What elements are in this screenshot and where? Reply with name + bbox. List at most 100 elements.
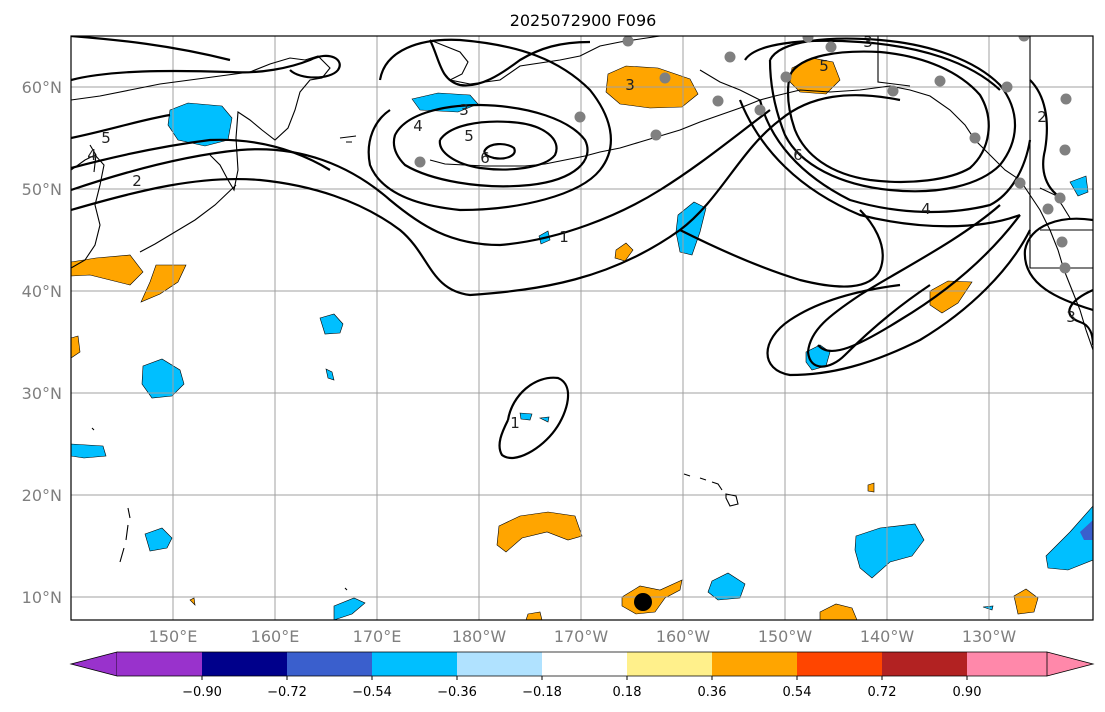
blue-area (1080, 520, 1093, 540)
coastline-aleutians (429, 155, 586, 167)
colorbar-label: 0.72 (868, 685, 897, 700)
colorbar-segment (542, 652, 627, 676)
colorbar-label: −0.18 (522, 685, 562, 700)
colorbar-segment (372, 652, 457, 676)
lat-label: 20°N (22, 486, 62, 505)
colorbar-label: −0.90 (182, 685, 222, 700)
cyan-area (854, 523, 925, 579)
cyan-area (325, 368, 335, 381)
contour-line (679, 209, 884, 288)
contour-label: 5 (819, 57, 829, 75)
orange-area (867, 482, 875, 493)
colorbar-left-arrow (69, 651, 118, 677)
orange-area (525, 611, 543, 620)
contour-label: 2 (1037, 108, 1047, 126)
contour-label: 3 (625, 76, 635, 94)
orange-area (496, 511, 583, 553)
contour-line (806, 204, 1001, 368)
contour-label: 4 (921, 200, 931, 218)
colorbar-segment (712, 652, 797, 676)
contour-label: 4 (87, 146, 97, 164)
colorbar-segment (457, 652, 542, 676)
lon-label: 150°E (149, 627, 198, 646)
lat-label: 40°N (22, 282, 62, 301)
contour-label: 5 (464, 127, 474, 145)
cyan-area (319, 313, 344, 335)
lat-label: 60°N (22, 78, 62, 97)
graticule (71, 36, 1093, 620)
contour-label: 6 (480, 149, 490, 167)
station-dot (1060, 93, 1072, 105)
cyan-area (333, 597, 366, 620)
contour-label: 3 (459, 101, 469, 119)
station-dot (414, 156, 426, 168)
contour-line (817, 214, 1021, 353)
contour-label: 4 (413, 117, 423, 135)
colorbar-right-arrow (1046, 651, 1095, 677)
colorbar-label: 0.36 (698, 685, 727, 700)
lon-label: 170°W (554, 627, 609, 646)
orange-area (140, 264, 187, 303)
longitude-labels: 150°E 160°E 170°E 180°W 170°W 160°W 150°… (149, 627, 1017, 646)
colorbar-label: 0.90 (953, 685, 982, 700)
station-dot (1059, 144, 1071, 156)
cyan-area (707, 572, 746, 601)
colorbar-label: −0.36 (437, 685, 477, 700)
contour-line (71, 109, 771, 247)
coastline-nw-america (1019, 179, 1093, 351)
orange-area (819, 603, 858, 620)
colorbar-segment (117, 652, 202, 676)
lat-label: 30°N (22, 384, 62, 403)
colorbar-label: 0.54 (783, 685, 812, 700)
orange-area (71, 335, 81, 359)
contour-label: 3 (1066, 308, 1076, 326)
colorbar-label: 0.18 (613, 685, 642, 700)
coastlines (71, 36, 1093, 591)
station-dot (622, 36, 634, 47)
station-markers (414, 36, 1072, 274)
contour-label: 3 (863, 33, 873, 51)
colorbar-segment (797, 652, 882, 676)
contour-line (766, 229, 1031, 377)
coastline-kurils (139, 184, 237, 253)
station-dot (969, 132, 981, 144)
colorbar-segment (882, 652, 967, 676)
contour-line (1023, 217, 1093, 312)
lat-label: 50°N (22, 180, 62, 199)
lon-label: 160°E (251, 627, 300, 646)
contour-line (71, 113, 171, 140)
station-dot (1059, 262, 1071, 274)
contour-line (71, 138, 331, 171)
map-content: 5 4 2 4 3 5 6 1 1 3 6 4 2 3 5 3 (71, 33, 1093, 620)
cyan-area (519, 412, 533, 421)
colorbar-segment (202, 652, 287, 676)
coastline-marianas (119, 507, 131, 563)
contour-line (786, 50, 990, 184)
lat-label: 10°N (22, 588, 62, 607)
lon-label: 140°W (860, 627, 915, 646)
coastline-islands (91, 135, 357, 591)
station-dot (724, 51, 736, 63)
station-dot (650, 129, 662, 141)
contour-label: 1 (510, 414, 520, 432)
contour-line (744, 39, 1001, 91)
contours (71, 36, 1093, 460)
contour-line (71, 36, 231, 62)
contour-line (438, 120, 558, 171)
station-dot (825, 41, 837, 53)
cyan-area (71, 443, 107, 459)
contour-line (429, 39, 591, 87)
station-dot (802, 36, 814, 43)
map-frame (70, 35, 1094, 621)
contour-line (1029, 79, 1066, 201)
station-dot (1001, 81, 1013, 93)
contour-line (367, 38, 612, 212)
station-dot (1056, 236, 1068, 248)
station-dot (1054, 192, 1066, 204)
cyan-area (144, 527, 173, 552)
map-area (71, 36, 1093, 620)
coastline-hawaii (683, 473, 739, 507)
coastline-japan (71, 154, 105, 269)
station-dot (712, 95, 724, 107)
station-dot (1042, 203, 1054, 215)
